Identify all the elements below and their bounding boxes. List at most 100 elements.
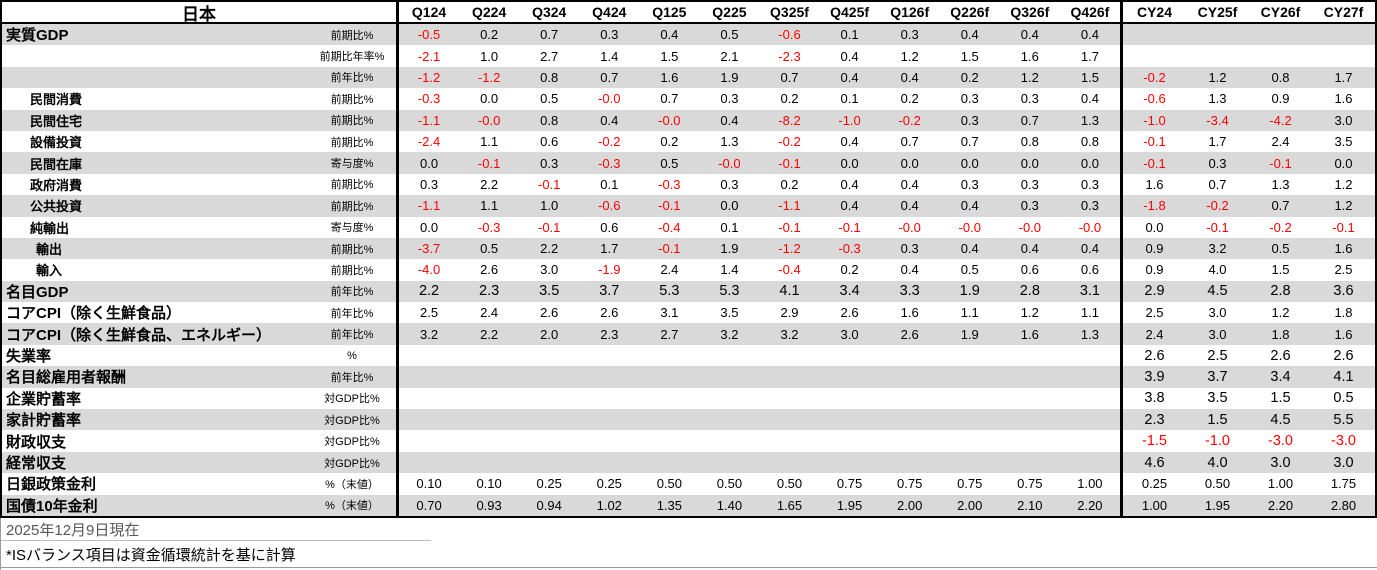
value-cell: 0.5	[480, 241, 499, 257]
value-cell: 0.8	[540, 69, 559, 85]
value-cell	[820, 452, 880, 473]
value-cell: 5.3	[719, 283, 740, 300]
value-cell: 2.6	[1333, 347, 1354, 364]
row-unit-label: 前年比%	[330, 72, 374, 85]
cy-values: -1.8 -0.2 0.7 1.2	[1120, 195, 1375, 217]
value-cell	[880, 430, 940, 451]
value-cell	[1000, 452, 1060, 473]
value-cell	[880, 409, 940, 430]
value-cell: 1.1	[960, 305, 979, 321]
quarter-column-header-q425f: Q425f	[830, 4, 870, 20]
row-label: 民間住宅	[30, 113, 83, 129]
value-cell: 3.5	[720, 305, 739, 321]
row-header-cell: 前期比年率%	[2, 45, 399, 67]
value-cell: -0.1	[477, 155, 501, 171]
value-cell: 0.3	[960, 112, 979, 128]
value-cell: 0.4	[1020, 27, 1039, 43]
value-cell: 4.0	[1207, 454, 1228, 471]
value-cell: 2.7	[540, 48, 559, 64]
value-cell	[399, 388, 459, 409]
table-row-輸入: 輸入 前期比% -4.0 2.6 3.0 -1.9 2.4 1.4 -0.4 0.2 0.4 0.5 0…	[2, 259, 1375, 281]
value-cell: 0.3	[1020, 91, 1039, 107]
row-header-cell: 財政収支 対GDP比%	[2, 430, 399, 452]
table-row-コアCPI（除く生鮮食品、エネルギー）: コアCPI（除く生鮮食品、エネルギー） 前年比% 3.2 2.2 2.0 2.3 2.7 3.…	[2, 323, 1375, 345]
table-row-gdp-sub-1: 前期比年率% -2.1 1.0 2.7 1.4 1.5 2.1 -2.3 0.4 1.2 1.5 1.…	[2, 45, 1375, 67]
value-cell: 1.3	[720, 134, 739, 150]
value-cell: 3.1	[1079, 283, 1100, 300]
value-cell	[639, 452, 699, 473]
value-cell: 2.4	[1145, 326, 1164, 342]
value-cell: 2.2	[480, 176, 499, 192]
row-header-cell: 設備投資 前期比%	[2, 130, 399, 153]
value-cell	[880, 345, 940, 366]
value-cell: 0.2	[900, 91, 919, 107]
value-cell: 2.00	[957, 497, 983, 513]
value-cell	[759, 388, 819, 409]
quarter-values	[399, 452, 1120, 473]
value-cell: 0.4	[840, 69, 859, 85]
value-cell: 1.9	[960, 326, 979, 342]
table-footnotes: 2025年12月9日現在 *ISバランス項目は資金循環統計を基に計算	[0, 518, 1377, 570]
row-label: コアCPI（除く生鮮食品、エネルギー）	[6, 326, 272, 344]
value-cell: 0.0	[1080, 155, 1099, 171]
value-cell: 1.2	[1271, 305, 1290, 321]
value-cell: 0.3	[600, 27, 619, 43]
row-unit-label: 前期比%	[330, 136, 374, 149]
value-cell: 0.10	[476, 476, 502, 492]
value-cell: -0.0	[718, 155, 741, 171]
value-cell	[579, 430, 639, 451]
value-cell	[399, 452, 459, 473]
value-cell	[639, 366, 699, 387]
value-cell: 2.9	[1144, 283, 1165, 300]
value-cell	[1000, 366, 1060, 387]
value-cell	[820, 366, 880, 387]
value-cell	[880, 366, 940, 387]
quarter-values: 3.2 2.2 2.0 2.3 2.7 3.2 3.2 3.0 2.6 1.9 1.6 1.3	[399, 323, 1120, 344]
quarter-values: 0.10 0.10 0.25 0.25 0.50 0.50 0.50 0.75 0.75 0.75…	[399, 473, 1120, 494]
value-cell: 0.4	[720, 112, 739, 128]
value-cell: 1.1	[480, 198, 499, 214]
value-cell: 3.9	[1144, 368, 1165, 385]
value-cell: 0.5	[960, 262, 979, 278]
row-header-cell: 実質GDP 前期比%	[2, 24, 399, 46]
value-cell: 2.5	[1145, 305, 1164, 321]
value-cell: 2.3	[600, 326, 619, 342]
value-cell	[940, 409, 1000, 430]
value-cell: 1.0	[540, 198, 559, 214]
quarter-column-header-q326f: Q326f	[1010, 4, 1050, 20]
value-cell: 2.6	[840, 305, 859, 321]
value-cell: 0.4	[840, 48, 859, 64]
value-cell: 0.75	[836, 476, 863, 492]
value-cell	[579, 345, 639, 366]
table-row-実質GDP: 実質GDP 前期比% -0.5 0.2 0.7 0.3 0.4 0.5 -0.6 0.1 0.3 0.…	[2, 24, 1375, 46]
value-cell: 0.3	[1080, 176, 1099, 192]
row-header-cell: 名目総雇用者報酬 前年比%	[2, 366, 399, 388]
value-cell: 3.2	[420, 326, 439, 342]
value-cell: 0.4	[1020, 241, 1039, 257]
value-cell: 3.5	[539, 283, 560, 300]
table-row-名目GDP: 名目GDP 前年比% 2.2 2.3 3.5 3.7 5.3 5.3 4.1 3.4 3.3 1.9 2…	[2, 280, 1375, 303]
quarter-column-header-q325f: Q325f	[770, 4, 809, 20]
quarter-values	[399, 430, 1120, 451]
value-cell: 0.3	[960, 91, 979, 107]
value-cell: 1.6	[1020, 326, 1039, 342]
value-cell: 0.8	[1080, 134, 1099, 150]
value-cell	[1060, 388, 1120, 409]
quarter-values: -2.4 1.1 0.6 -0.2 0.2 1.3 -0.2 0.4 0.7 0.7 0.8 0.8	[399, 131, 1120, 152]
value-cell: 2.10	[1017, 497, 1043, 513]
value-cell: 5.5	[1333, 411, 1354, 428]
row-label: コアCPI（除く生鮮食品）	[6, 305, 182, 323]
quarter-column-header-q426f: Q426f	[1070, 4, 1110, 20]
row-unit-label: 対GDP比%	[324, 457, 380, 470]
quarter-values: 2.5 2.4 2.6 2.6 3.1 3.5 2.9 2.6 1.6 1.1 1.2 1.1	[399, 302, 1120, 323]
value-cell	[639, 345, 699, 366]
value-cell: 1.3	[1271, 176, 1290, 192]
value-cell: 1.35	[656, 497, 682, 513]
row-label: 名目総雇用者報酬	[6, 369, 127, 387]
table-row-純輸出: 純輸出 寄与度% 0.0 -0.3 -0.1 0.6 -0.4 0.1 -0.1 -0.1 -0.0…	[2, 216, 1375, 238]
value-cell: -0.1	[1269, 155, 1292, 171]
value-cell: -1.2	[778, 241, 801, 257]
table-row-コアCPI（除く生鮮食品）: コアCPI（除く生鮮食品） 前年比% 2.5 2.4 2.6 2.6 3.1 3.5 2.9 2.…	[2, 302, 1375, 324]
value-cell: 1.00	[1141, 497, 1168, 513]
value-cell: -0.6	[1143, 91, 1166, 107]
